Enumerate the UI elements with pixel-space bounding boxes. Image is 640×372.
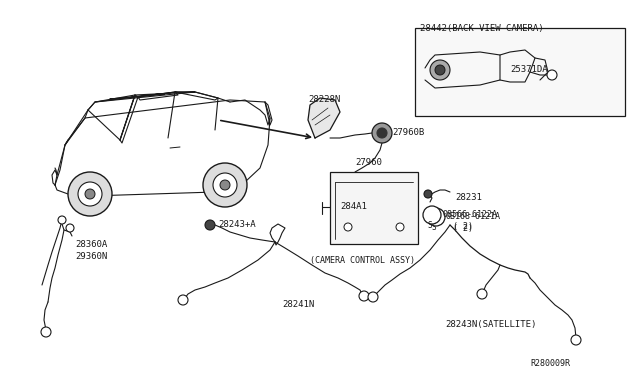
Circle shape <box>372 123 392 143</box>
Circle shape <box>205 220 215 230</box>
Circle shape <box>359 291 369 301</box>
Text: 29360N: 29360N <box>75 252 108 261</box>
Text: 284A1: 284A1 <box>340 202 367 211</box>
Circle shape <box>435 65 445 75</box>
Circle shape <box>203 163 247 207</box>
Text: 25371DA: 25371DA <box>510 65 548 74</box>
Text: 28231: 28231 <box>455 193 482 202</box>
Circle shape <box>377 128 387 138</box>
Text: 28243N(SATELLITE): 28243N(SATELLITE) <box>445 320 536 329</box>
Circle shape <box>68 172 112 216</box>
Circle shape <box>220 180 230 190</box>
Circle shape <box>430 60 450 80</box>
Text: (CAMERA CONTROL ASSY): (CAMERA CONTROL ASSY) <box>310 256 415 265</box>
Text: 0B168-6121A: 0B168-6121A <box>446 212 501 221</box>
Text: 28442(BACK VIEW CAMERA): 28442(BACK VIEW CAMERA) <box>420 24 543 33</box>
Circle shape <box>85 189 95 199</box>
Circle shape <box>368 292 378 302</box>
Circle shape <box>424 190 432 198</box>
Text: ( 2): ( 2) <box>453 224 473 233</box>
Circle shape <box>477 289 487 299</box>
Polygon shape <box>308 98 340 138</box>
Text: ( 2): ( 2) <box>453 222 473 231</box>
Text: S: S <box>432 223 436 232</box>
Circle shape <box>213 173 237 197</box>
Circle shape <box>547 70 557 80</box>
Circle shape <box>571 335 581 345</box>
Circle shape <box>58 216 66 224</box>
Circle shape <box>66 224 74 232</box>
Text: 08566-6122A: 08566-6122A <box>443 210 498 219</box>
Bar <box>330 172 418 244</box>
Text: 28241N: 28241N <box>282 300 314 309</box>
Circle shape <box>427 208 445 226</box>
Circle shape <box>78 182 102 206</box>
Circle shape <box>41 327 51 337</box>
Text: 28243+A: 28243+A <box>218 220 255 229</box>
Circle shape <box>423 206 441 224</box>
Text: 27960: 27960 <box>355 158 382 167</box>
Circle shape <box>178 295 188 305</box>
Text: 27960B: 27960B <box>392 128 424 137</box>
Text: 28228N: 28228N <box>308 95 340 104</box>
Bar <box>415 28 625 116</box>
Circle shape <box>344 223 352 231</box>
Text: S: S <box>428 221 433 230</box>
Text: 28360A: 28360A <box>75 240 108 249</box>
Text: R280009R: R280009R <box>530 359 570 368</box>
Circle shape <box>396 223 404 231</box>
